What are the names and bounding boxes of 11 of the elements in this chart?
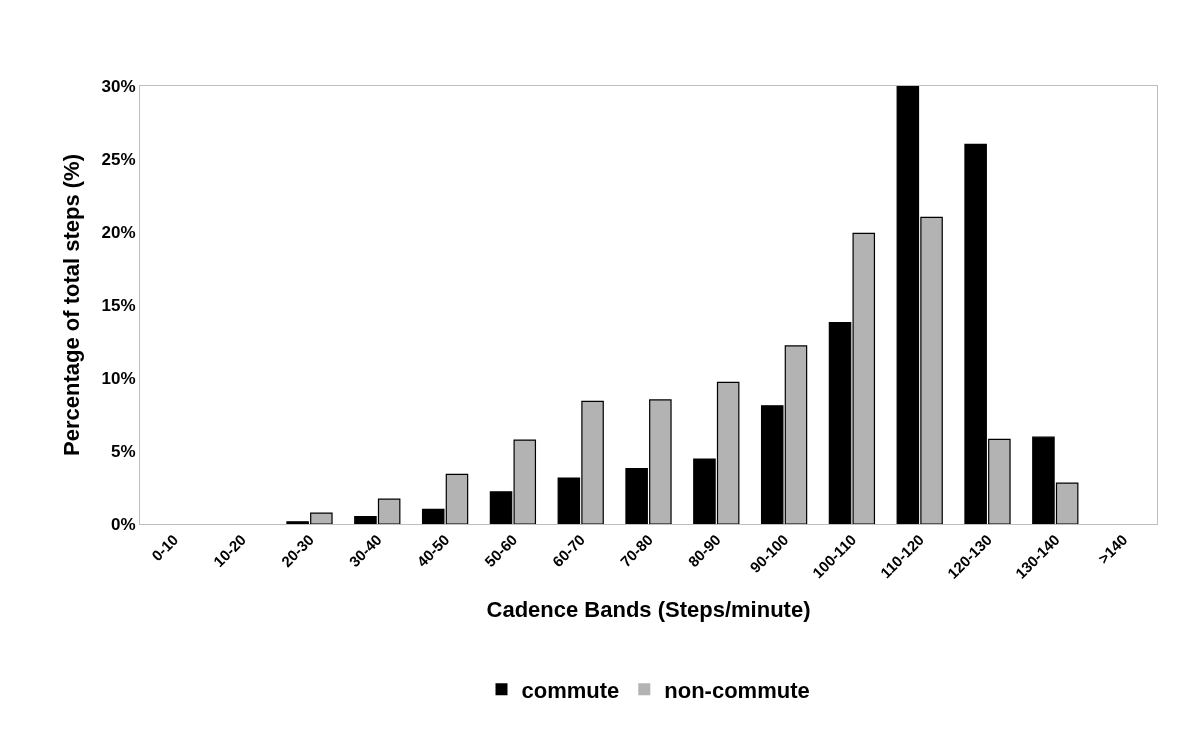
y-tick-label: 25% — [101, 149, 136, 169]
legend-label: commute — [521, 677, 620, 703]
x-axis-title: Cadence Bands (Steps/minute) — [486, 596, 811, 622]
y-tick-label: 10% — [101, 368, 136, 388]
y-tick-label: 0% — [111, 514, 136, 534]
y-tick-label: 20% — [101, 222, 136, 242]
y-tick-label: 5% — [111, 441, 136, 461]
y-axis-title: Percentage of total steps (%) — [59, 154, 85, 456]
legend-label: non-commute — [664, 677, 810, 703]
y-tick-label: 15% — [101, 295, 136, 315]
y-tick-label: 30% — [101, 76, 136, 96]
